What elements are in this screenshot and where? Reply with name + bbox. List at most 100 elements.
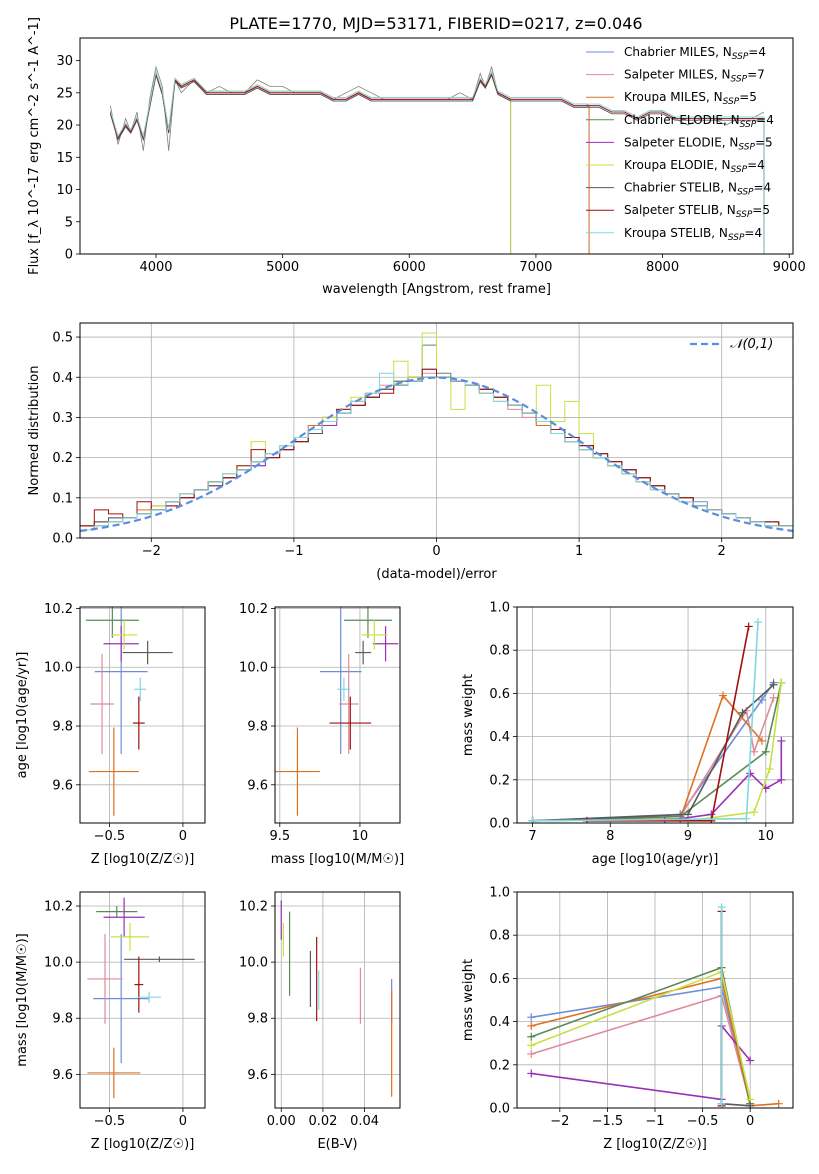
legend-base: Kroupa ELODIE, N bbox=[624, 158, 731, 172]
y-tick-label: 0.0 bbox=[489, 817, 510, 832]
legend-base: Chabrier MILES, N bbox=[624, 45, 732, 59]
panel-age-vs-mass: 9.5 10 9.6 9.8 10.0 10.2 mass [log10(M/M☉)] bbox=[239, 602, 404, 867]
x-axis-label: (data-model)/error bbox=[376, 567, 497, 582]
x-tick-label: −0.5 bbox=[94, 1114, 126, 1129]
marker-chabrier-elodie bbox=[527, 1032, 536, 1041]
legend-entry-kroupa-miles: Kroupa MILES, NSSP=5 bbox=[624, 90, 757, 107]
legend-base: Chabrier ELODIE, N bbox=[624, 113, 740, 127]
y-tick-label: 0.8 bbox=[489, 644, 510, 659]
marker-salpeter-miles bbox=[769, 693, 778, 702]
legend-tail: =4 bbox=[748, 45, 766, 59]
marker-chabrier-stelib bbox=[746, 1101, 755, 1108]
x-tick-label: 7 bbox=[528, 829, 536, 844]
y-tick-label: 0.0 bbox=[489, 1102, 510, 1117]
x-tick-label: 10 bbox=[352, 829, 369, 844]
legend-sub: SSP bbox=[740, 120, 757, 130]
mass-weight-line-kroupa-miles bbox=[532, 694, 763, 822]
y-tick-label: 0.5 bbox=[52, 331, 73, 346]
marker-kroupa-stelib bbox=[717, 903, 726, 912]
legend-base: Kroupa MILES, N bbox=[624, 90, 723, 104]
y-tick-label: 10.2 bbox=[239, 900, 268, 915]
y-tick-label: 0.4 bbox=[489, 730, 510, 745]
y-tick-label: 9.8 bbox=[52, 1012, 73, 1027]
y-tick-label: 15 bbox=[56, 151, 73, 166]
marker-salpeter-elodie bbox=[527, 1069, 536, 1078]
y-tick-label: 9.8 bbox=[52, 720, 73, 735]
x-tick-label: 8000 bbox=[646, 260, 679, 275]
plot-area-spectrum bbox=[109, 65, 765, 254]
x-tick-label: 0 bbox=[746, 1114, 754, 1129]
gaussian-reference-line bbox=[80, 376, 793, 533]
x-tick-label: −0.5 bbox=[94, 829, 126, 844]
model-line-kroupa-stelib bbox=[109, 70, 765, 254]
y-tick-label: 0.6 bbox=[489, 972, 510, 987]
axes-frame bbox=[516, 891, 794, 1109]
y-tick-label: 0.2 bbox=[489, 1058, 510, 1073]
legend-tail: =4 bbox=[756, 113, 774, 127]
y-tick-label: 0.1 bbox=[52, 491, 73, 506]
y-tick-label: 0.3 bbox=[52, 411, 73, 426]
marker-kroupa-elodie bbox=[777, 678, 786, 687]
panel-mass-weight-vs-Z: −2 −1.5 −1 −0.5 0 0.0 0.2 0.4 0.6 0.8 1.0 Z [log10(… bbox=[461, 886, 794, 1152]
x-tick-label: 5000 bbox=[266, 260, 299, 275]
mass-weight-line-salpeter-stelib bbox=[587, 626, 750, 822]
legend-sub: SSP bbox=[731, 75, 748, 85]
x-tick-label: −2 bbox=[550, 1114, 569, 1129]
mass-weight-line-kroupa-elodie bbox=[531, 970, 751, 1100]
y-tick-label: 10.0 bbox=[239, 956, 268, 971]
legend-sub: SSP bbox=[731, 165, 748, 175]
y-tick-label: 10 bbox=[56, 183, 73, 198]
mass-weight-line-chabrier-elodie bbox=[532, 682, 783, 822]
x-tick-label: 0.04 bbox=[350, 1114, 379, 1129]
legend-base: Chabrier STELIB, N bbox=[624, 181, 737, 195]
plot-area-age-vs-Z bbox=[85, 607, 173, 816]
y-tick-label: 9.6 bbox=[247, 778, 268, 793]
legend-tail: =5 bbox=[755, 135, 773, 149]
x-tick-label: 10 bbox=[758, 829, 775, 844]
marker-kroupa-elodie bbox=[750, 808, 759, 817]
y-tick-label: 9.8 bbox=[247, 1012, 268, 1027]
legend-tail: =4 bbox=[747, 158, 765, 172]
legend-tail: =4 bbox=[744, 226, 762, 240]
x-tick-label: −1 bbox=[645, 1114, 664, 1129]
mass-weight-line-salpeter-miles bbox=[532, 697, 775, 822]
model-line-chabrier-miles bbox=[109, 73, 590, 254]
y-axis-label: mass [log10(M/M☉)] bbox=[15, 933, 30, 1066]
x-axis-label: age [log10(age/yr)] bbox=[592, 852, 719, 867]
marker-kroupa-stelib bbox=[717, 1099, 726, 1108]
model-line-chabrier-elodie bbox=[109, 73, 512, 254]
y-tick-label: 9.6 bbox=[52, 1068, 73, 1083]
x-tick-label: 8 bbox=[606, 829, 614, 844]
y-tick-label: 0.8 bbox=[489, 929, 510, 944]
marker-salpeter-elodie bbox=[746, 1056, 755, 1065]
marker-salpeter-stelib bbox=[744, 622, 753, 631]
legend-sub: SSP bbox=[728, 233, 745, 243]
legend-entry-chabrier-miles: Chabrier MILES, NSSP=4 bbox=[624, 45, 766, 62]
marker-chabrier-stelib bbox=[738, 708, 747, 717]
panel-age-vs-Z: −0.5 0 9.6 9.8 10.0 10.2 Z [log10(Z/Z☉)] age [l… bbox=[15, 602, 206, 867]
y-tick-label: 0 bbox=[65, 248, 73, 263]
marker-salpeter-elodie bbox=[777, 736, 786, 745]
x-tick-label: 0.00 bbox=[267, 1114, 296, 1129]
axes-frame bbox=[274, 606, 401, 824]
panel-mass-vs-ebv: 0.00 0.02 0.04 9.6 9.8 10.0 10.2 E(B-V) bbox=[239, 891, 401, 1152]
marker-kroupa-miles bbox=[774, 1099, 783, 1108]
axes-frame bbox=[79, 322, 794, 539]
axes-frame bbox=[79, 37, 794, 255]
y-tick-label: 25 bbox=[56, 86, 73, 101]
figure-title: PLATE=1770, MJD=53171, FIBERID=0217, z=0… bbox=[229, 14, 642, 33]
plot-area-mass-vs-Z bbox=[87, 897, 195, 1099]
x-axis-label: Z [log10(Z/Z☉)] bbox=[91, 852, 195, 867]
legend-entry-gaussian: 𝒩(0,1) bbox=[730, 337, 773, 352]
legend-sub: SSP bbox=[732, 52, 749, 62]
legend-sub: SSP bbox=[723, 97, 740, 107]
legend-tail: =4 bbox=[754, 181, 772, 195]
marker-kroupa-elodie bbox=[527, 1041, 536, 1050]
y-tick-label: 10.0 bbox=[44, 661, 73, 676]
y-tick-label: 30 bbox=[56, 54, 73, 69]
legend-entry-kroupa-elodie: Kroupa ELODIE, NSSP=4 bbox=[624, 158, 765, 175]
y-axis-label: Normed distribution bbox=[27, 366, 42, 496]
x-tick-label: 7000 bbox=[519, 260, 552, 275]
axes-frame bbox=[79, 891, 206, 1109]
